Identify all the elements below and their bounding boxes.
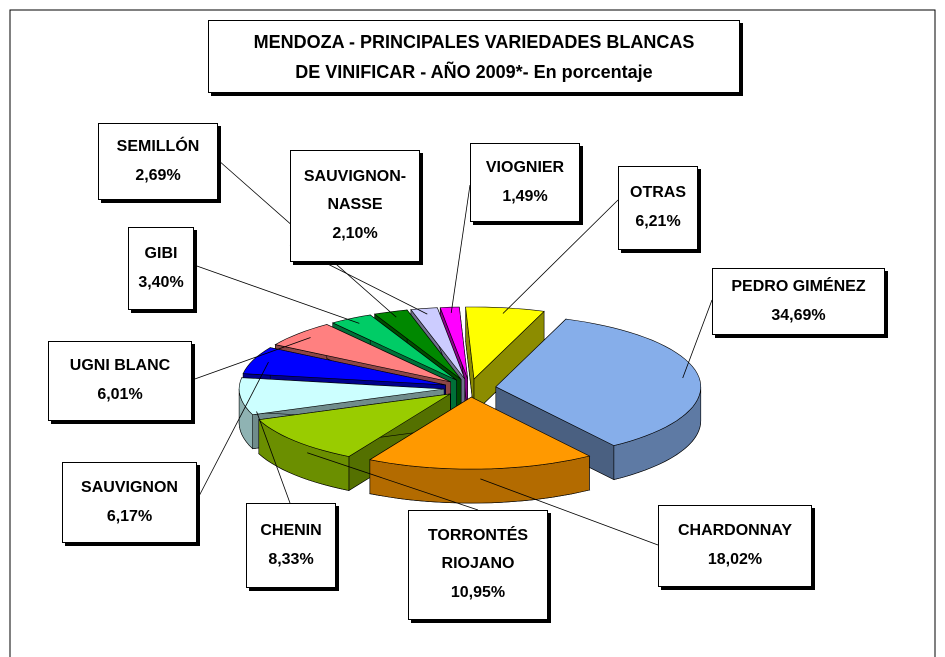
frame bbox=[9, 9, 936, 657]
data-label: SEMILLÓN 2,69% bbox=[98, 123, 218, 200]
data-label: PEDRO GIMÉNEZ 34,69% bbox=[712, 268, 885, 335]
slice bbox=[410, 307, 466, 380]
leader-line bbox=[480, 478, 659, 546]
label-name: SEMILLÓN bbox=[116, 137, 200, 155]
data-label: GIBI 3,40% bbox=[128, 227, 194, 310]
label-value: 2,69% bbox=[135, 166, 181, 184]
label-name: SAUVIGNON bbox=[81, 478, 178, 496]
label-name: PEDRO GIMÉNEZ bbox=[731, 277, 866, 295]
leader-line bbox=[682, 299, 713, 379]
slice bbox=[369, 396, 591, 470]
slice bbox=[242, 347, 446, 386]
data-label: OTRAS 6,21% bbox=[618, 166, 698, 250]
data-label: SAUVIGNON-NASSE 2,10% bbox=[290, 150, 420, 262]
label-value: 6,17% bbox=[106, 507, 153, 525]
chart-title: MENDOZA - PRINCIPALES VARIEDADES BLANCAS… bbox=[208, 20, 740, 93]
label-name: OTRAS bbox=[630, 184, 686, 201]
label-value: 34,69% bbox=[771, 306, 826, 324]
data-label: CHENIN 8,33% bbox=[246, 503, 336, 588]
data-label: TORRONTÉS RIOJANO 10,95% bbox=[408, 510, 548, 620]
slice bbox=[238, 377, 445, 416]
label-name: CHARDONNAY bbox=[677, 522, 793, 539]
leader-line bbox=[256, 411, 291, 504]
leader-line bbox=[450, 184, 471, 313]
leader-line bbox=[193, 264, 360, 324]
label-value: 2,10% bbox=[332, 225, 378, 242]
label-value: 3,40% bbox=[138, 273, 184, 291]
label-name: TORRONTÉS RIOJANO bbox=[427, 527, 529, 572]
slice bbox=[258, 393, 451, 457]
slice bbox=[495, 318, 701, 446]
label-value: 6,21% bbox=[635, 213, 681, 230]
label-name: VIOGNIER bbox=[485, 158, 565, 176]
data-label: CHARDONNAY 18,02% bbox=[658, 505, 812, 587]
leader-line bbox=[191, 337, 311, 381]
label-name: GIBI bbox=[144, 244, 178, 262]
label-name: SAUVIGNON-NASSE bbox=[303, 168, 407, 213]
slice bbox=[331, 314, 457, 381]
slice bbox=[465, 306, 545, 380]
label-name: UGNI BLANC bbox=[69, 357, 171, 374]
label-value: 10,95% bbox=[450, 584, 506, 601]
label-value: 8,33% bbox=[268, 550, 314, 568]
data-label: UGNI BLANC 6,01% bbox=[48, 341, 192, 421]
label-value: 1,49% bbox=[502, 187, 548, 205]
label-value: 18,02% bbox=[707, 551, 763, 568]
leader-line bbox=[196, 361, 269, 501]
slice bbox=[439, 306, 468, 380]
label-name: CHENIN bbox=[260, 521, 322, 539]
leader-line bbox=[502, 199, 619, 314]
slice bbox=[274, 324, 451, 383]
data-label: SAUVIGNON 6,17% bbox=[62, 462, 197, 543]
data-label: VIOGNIER 1,49% bbox=[470, 143, 580, 222]
leader-line bbox=[307, 452, 479, 511]
label-value: 6,01% bbox=[97, 386, 143, 403]
